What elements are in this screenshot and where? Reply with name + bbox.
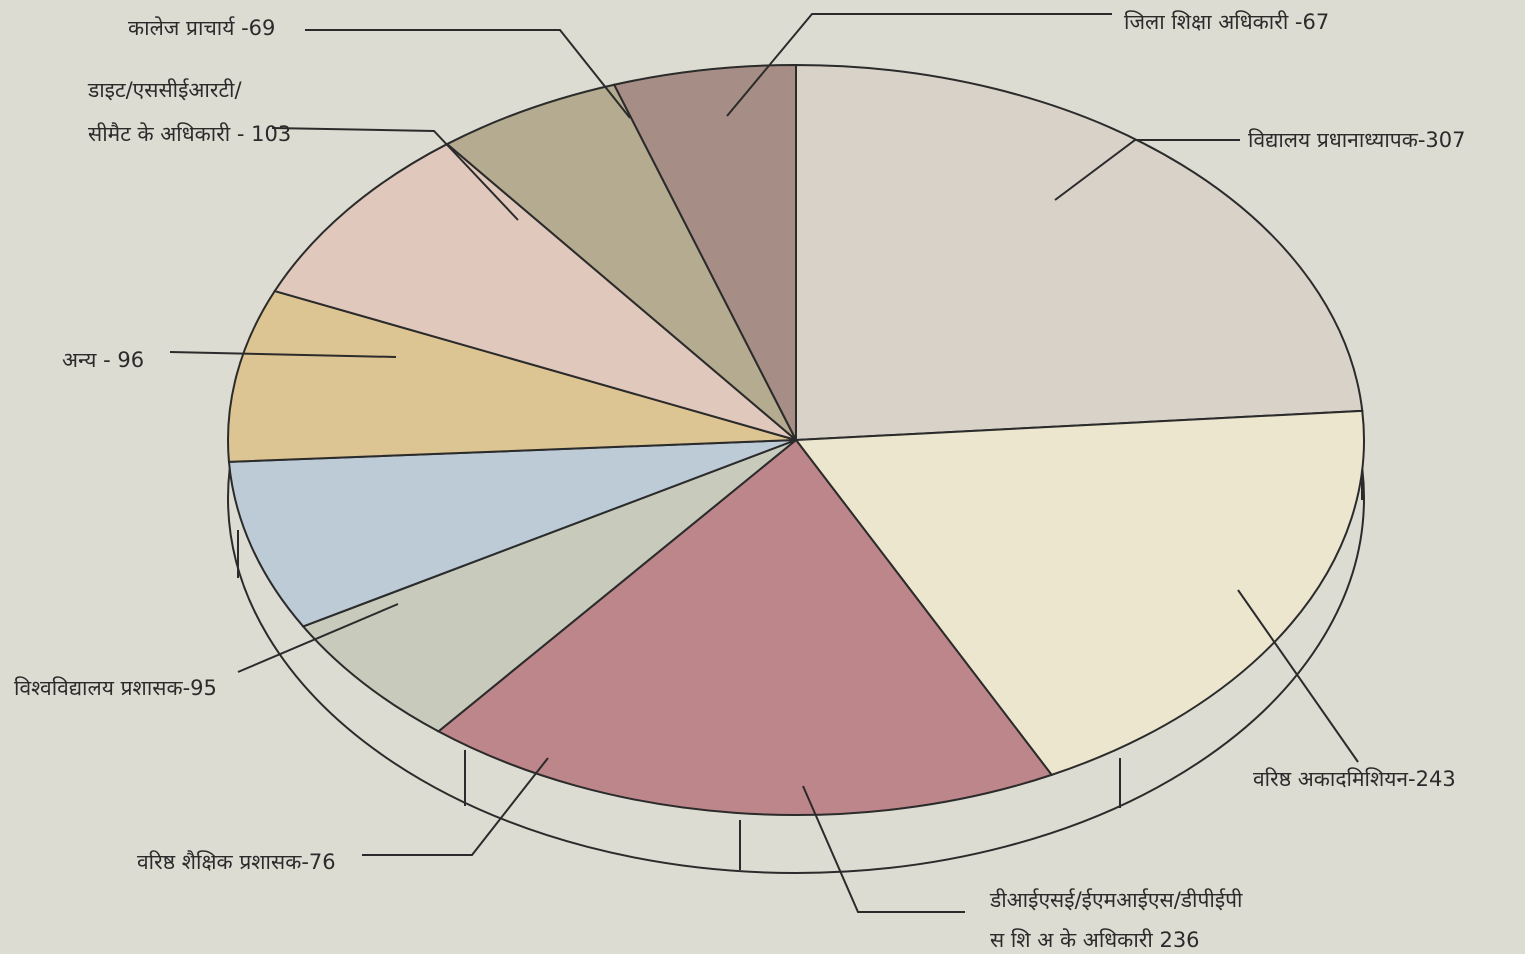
leader-line-senior-academician [1237,589,1359,763]
pie-slice-diet-officer [273,142,797,441]
leader-line-university-admin [237,603,399,673]
pie-slice-district-officer [612,63,797,441]
pie-slice-school-head [795,63,1364,442]
pie-slice-senior-admin [301,439,797,733]
slice-label-college-principal: कालेज प्राचार्य -69 [128,16,275,40]
leader-line-district-officer [726,13,1112,117]
leader-line-diet-officer [271,127,519,221]
leader-line-senior-admin [362,757,549,856]
slice-label-senior-academician: वरिष्ठ अकादमिशियन-243 [1253,767,1456,791]
pie-slice-senior-academician [794,409,1365,777]
leader-line-others [169,351,397,358]
slice-label-dise-officer-line2: स शि अ के अधिकारी 236 [990,928,1200,952]
pie-slice-others [227,289,797,463]
slice-label-diet-officer-line2: सीमैट के अधिकारी - 103 [88,122,291,146]
slice-labels: विद्यालय प्रधानाध्यापक-307 वरिष्ठ अकादमि… [14,10,1466,952]
pie-slice-college-principal [445,83,797,441]
slice-label-school-head: विद्यालय प्रधानाध्यापक-307 [1248,128,1466,152]
leader-lines [169,13,1363,913]
slice-label-dise-officer-line1: डीआईएसई/ईएमआईएस/डीपीईपी [989,888,1243,912]
slice-label-diet-officer-line1: डाइट/एससीईआरटी/ [87,78,242,102]
leader-line-school-head [1054,139,1240,201]
slice-label-senior-admin: वरिष्ठ शैक्षिक प्रशासक-76 [137,850,336,874]
slice-label-university-admin: विश्वविद्यालय प्रशासक-95 [14,676,217,700]
pie-slice-dise-officer [436,438,1054,816]
pie-slices [227,63,1365,816]
slice-label-district-officer: जिला शिक्षा अधिकारी -67 [1124,10,1329,34]
leader-line-dise-officer [802,785,965,913]
slice-label-others: अन्य - 96 [62,348,144,372]
pie-slice-university-admin [227,439,797,628]
leader-line-college-principal [305,29,631,119]
